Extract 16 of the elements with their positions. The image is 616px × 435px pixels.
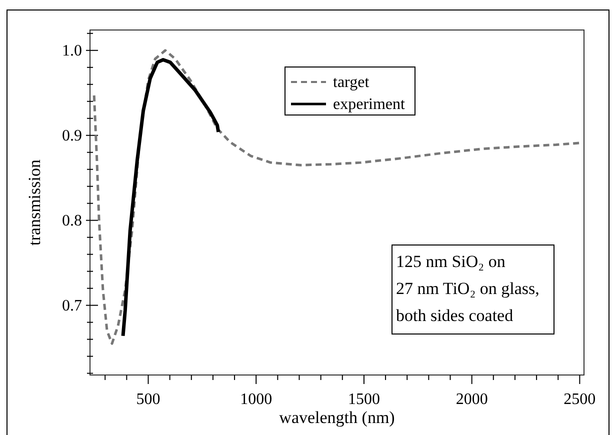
y-axis-title: transmission: [25, 159, 44, 246]
x-axis-title: wavelength (nm): [279, 408, 395, 427]
y-tick-label: 0.8: [62, 212, 82, 230]
x-tick-label: 500: [136, 391, 160, 408]
x-tick-label: 1000: [240, 391, 272, 408]
y-tick-label: 0.7: [62, 297, 82, 314]
legend-label: experiment: [333, 96, 406, 113]
legend-label: target: [333, 74, 370, 91]
x-tick-label: 2000: [456, 391, 488, 408]
annotation: 125 nm SiO₂ on 27 nm TiO₂ on glass, both sides coated: [396, 252, 540, 325]
line-series: [121, 58, 220, 338]
y-tick-label: 1.0: [62, 42, 82, 60]
x-tick-label: 2500: [564, 391, 596, 408]
y-tick-label: 0.9: [62, 127, 82, 144]
line-series: [92, 49, 580, 345]
x-tick-label: 1500: [348, 391, 380, 408]
